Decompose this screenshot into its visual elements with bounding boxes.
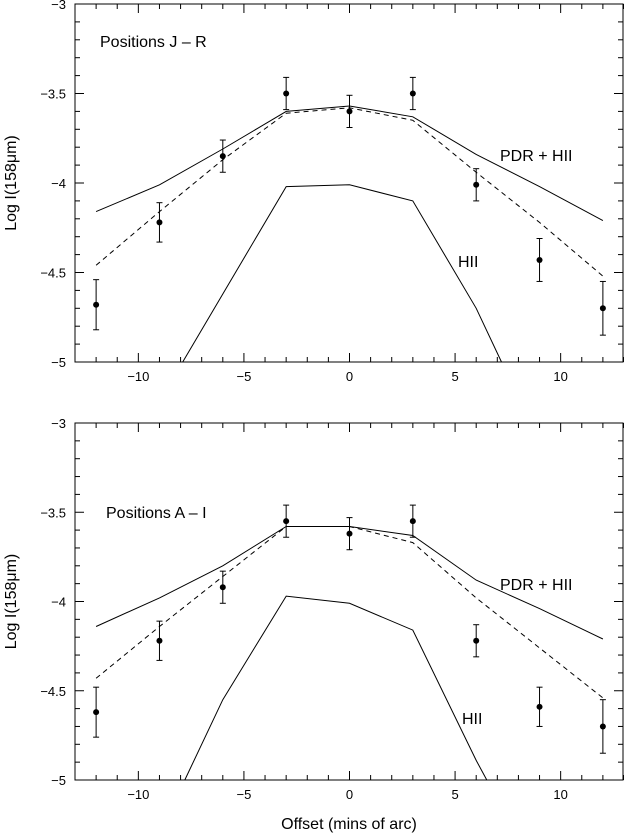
y-tick-label: −3.5 bbox=[40, 505, 66, 520]
y-tick-label: −4.5 bbox=[40, 266, 66, 281]
x-tick-label: −10 bbox=[127, 787, 149, 802]
chart-panel-1: −10 −5 0 5 10 −5 −4.5 −4 −3.5 −3 Log I(158μm) Posit… bbox=[3, 0, 624, 384]
dashed-model-line bbox=[95, 107, 604, 277]
data-point bbox=[536, 703, 543, 710]
series-label-pdr-hii: PDR + HII bbox=[500, 577, 572, 594]
x-tick-label: −5 bbox=[237, 787, 252, 802]
data-point bbox=[346, 530, 353, 537]
data-point bbox=[283, 518, 290, 525]
x-tick-label: 5 bbox=[451, 787, 458, 802]
data-point bbox=[93, 709, 100, 716]
data-point bbox=[283, 90, 290, 97]
dashed-model-line bbox=[95, 526, 604, 699]
chart-panel-2: −10 −5 0 5 10 −5 −4.5 −4 −3.5 −3 Log I(158μm) Posit… bbox=[3, 416, 624, 802]
data-point bbox=[156, 637, 163, 644]
y-axis-label: Log I(158μm) bbox=[3, 135, 20, 230]
y-tick-label: −4.5 bbox=[40, 684, 66, 699]
data-point bbox=[219, 153, 226, 160]
data-point bbox=[473, 181, 480, 188]
plot-frame bbox=[74, 3, 624, 363]
y-tick-label: −3 bbox=[51, 0, 66, 12]
data-point bbox=[93, 301, 100, 308]
x-tick-label: −10 bbox=[127, 369, 149, 384]
y-tick-label: −4 bbox=[51, 595, 66, 610]
x-tick-label: −5 bbox=[237, 369, 252, 384]
data-point bbox=[409, 518, 416, 525]
panel-annotation: Positions J – R bbox=[100, 34, 207, 51]
x-axis-label: Offset (mins of arc) bbox=[281, 816, 417, 833]
series-label-hii: HII bbox=[462, 711, 482, 728]
data-point bbox=[536, 256, 543, 263]
panel-annotation: Positions A – I bbox=[106, 505, 207, 522]
series-label-pdr-hii: PDR + HII bbox=[500, 148, 572, 165]
y-tick-label: −3 bbox=[51, 416, 66, 431]
y-axis-label: Log I(158μm) bbox=[3, 554, 20, 649]
x-tick-label: 5 bbox=[451, 369, 458, 384]
data-point bbox=[473, 637, 480, 644]
y-tick-label: −5 bbox=[51, 355, 66, 370]
data-point bbox=[156, 219, 163, 226]
y-tick-label: −4 bbox=[51, 176, 66, 191]
x-tick-label: 0 bbox=[346, 369, 353, 384]
series-label-hii: HII bbox=[458, 254, 478, 271]
data-point bbox=[346, 108, 353, 115]
data-point bbox=[409, 90, 416, 97]
y-tick-label: −3.5 bbox=[40, 87, 66, 102]
x-tick-label: 0 bbox=[346, 787, 353, 802]
hii-model-line bbox=[184, 595, 488, 781]
x-tick-label: 10 bbox=[553, 787, 567, 802]
data-point bbox=[219, 584, 226, 591]
data-point bbox=[599, 305, 606, 312]
y-tick-label: −5 bbox=[51, 773, 66, 788]
x-tick-label: 10 bbox=[553, 369, 567, 384]
hii-model-line bbox=[182, 184, 502, 363]
data-point bbox=[599, 723, 606, 730]
